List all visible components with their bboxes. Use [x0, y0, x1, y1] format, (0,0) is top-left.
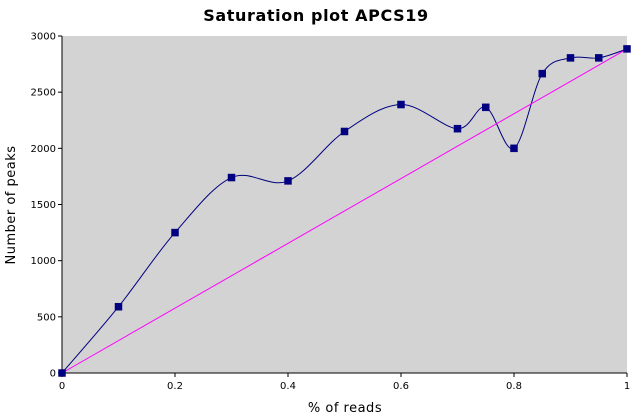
series-0-point: [114, 302, 123, 311]
axes: 0 500 1000 1500 2000 2500 3000 0 0.2 0.4 0.6 0.8 1: [31, 32, 631, 393]
x-tick-label: 0.2: [167, 381, 183, 392]
series-1-line: [61, 48, 628, 374]
x-tick-label: 0.4: [280, 381, 296, 392]
y-tick-label: 1500: [31, 200, 56, 211]
x-tick-label: 0.8: [506, 381, 522, 392]
x-axis-title: % of reads: [308, 401, 382, 415]
series-0-point: [58, 369, 66, 377]
series-0-point: [340, 127, 349, 136]
series-0-point: [284, 177, 292, 185]
series-0-point: [453, 124, 462, 133]
series-0-point: [227, 173, 236, 182]
series-0-point: [595, 54, 603, 62]
y-tick-label: 2500: [31, 88, 56, 99]
y-tick-label: 3000: [31, 32, 56, 43]
series-0-point: [171, 228, 179, 237]
series-0-point: [538, 69, 546, 78]
plot-area: [62, 36, 627, 373]
series-0-point: [623, 45, 631, 53]
y-tick-label: 2000: [31, 144, 56, 155]
x-tick-label: 1: [624, 381, 630, 392]
x-tick-label: 0.6: [393, 381, 409, 392]
series-0-point: [482, 103, 490, 112]
chart-title: Saturation plot APCS19: [203, 6, 428, 25]
y-tick-label: 500: [37, 312, 56, 323]
series-0-point: [566, 54, 575, 62]
y-axis-title: Number of peaks: [4, 145, 19, 264]
marker-layer: [58, 45, 631, 377]
y-tick-label: 1000: [31, 256, 56, 267]
series-0-point: [397, 100, 405, 109]
x-tick-label: 0: [59, 381, 65, 392]
series-0-point: [510, 144, 518, 153]
y-tick-label: 0: [50, 369, 56, 380]
